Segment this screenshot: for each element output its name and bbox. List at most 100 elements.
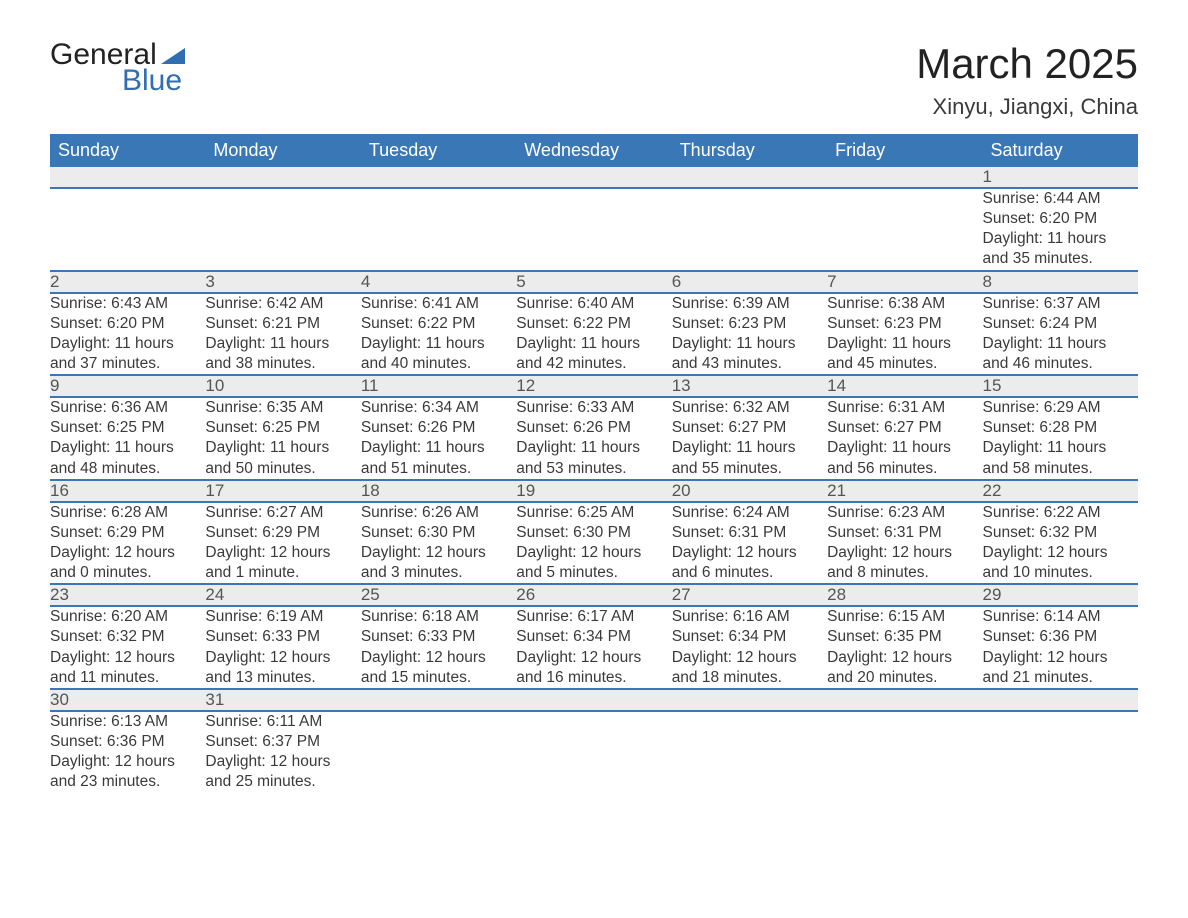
daylight-line1: Daylight: 11 hours [361, 334, 516, 354]
day-info-cell [361, 188, 516, 271]
col-monday: Monday [205, 134, 360, 167]
day-number: 17 [205, 480, 360, 502]
day-info-cell [827, 711, 982, 793]
daylight-line2: and 1 minute. [205, 563, 360, 583]
day-info-cell [827, 188, 982, 271]
sunrise-text: Sunrise: 6:42 AM [205, 294, 360, 314]
sunrise-text: Sunrise: 6:31 AM [827, 398, 982, 418]
day-info-row: Sunrise: 6:13 AMSunset: 6:36 PMDaylight:… [50, 711, 1138, 793]
day-info-cell [361, 711, 516, 793]
sunset-text: Sunset: 6:24 PM [983, 314, 1138, 334]
sunset-text: Sunset: 6:23 PM [672, 314, 827, 334]
sunrise-text: Sunrise: 6:28 AM [50, 503, 205, 523]
daylight-line2: and 37 minutes. [50, 354, 205, 374]
sunrise-text: Sunrise: 6:17 AM [516, 607, 671, 627]
day-info-row: Sunrise: 6:44 AMSunset: 6:20 PMDaylight:… [50, 188, 1138, 271]
day-info-cell: Sunrise: 6:23 AMSunset: 6:31 PMDaylight:… [827, 502, 982, 585]
sunset-text: Sunset: 6:33 PM [361, 627, 516, 647]
page-title: March 2025 [916, 40, 1138, 88]
sunset-text: Sunset: 6:25 PM [50, 418, 205, 438]
day-number: 30 [50, 689, 205, 711]
day-number: 19 [516, 480, 671, 502]
daylight-line1: Daylight: 11 hours [361, 438, 516, 458]
header: General Blue March 2025 Xinyu, Jiangxi, … [50, 40, 1138, 120]
day-number [827, 689, 982, 711]
day-number: 20 [672, 480, 827, 502]
col-tuesday: Tuesday [361, 134, 516, 167]
logo: General Blue [50, 40, 187, 96]
sunset-text: Sunset: 6:22 PM [361, 314, 516, 334]
day-number: 25 [361, 584, 516, 606]
daylight-line2: and 25 minutes. [205, 772, 360, 792]
weekday-header-row: Sunday Monday Tuesday Wednesday Thursday… [50, 134, 1138, 167]
sunrise-text: Sunrise: 6:33 AM [516, 398, 671, 418]
daylight-line1: Daylight: 12 hours [205, 543, 360, 563]
daylight-line1: Daylight: 12 hours [205, 752, 360, 772]
day-info-cell: Sunrise: 6:16 AMSunset: 6:34 PMDaylight:… [672, 606, 827, 689]
day-number: 28 [827, 584, 982, 606]
day-info-cell: Sunrise: 6:11 AMSunset: 6:37 PMDaylight:… [205, 711, 360, 793]
day-info-cell: Sunrise: 6:24 AMSunset: 6:31 PMDaylight:… [672, 502, 827, 585]
day-number: 4 [361, 271, 516, 293]
sunset-text: Sunset: 6:21 PM [205, 314, 360, 334]
daylight-line2: and 46 minutes. [983, 354, 1138, 374]
logo-text-blue: Blue [122, 66, 187, 96]
daylight-line2: and 3 minutes. [361, 563, 516, 583]
sunrise-text: Sunrise: 6:19 AM [205, 607, 360, 627]
daylight-line2: and 15 minutes. [361, 668, 516, 688]
day-info-cell: Sunrise: 6:36 AMSunset: 6:25 PMDaylight:… [50, 397, 205, 480]
day-info-cell: Sunrise: 6:29 AMSunset: 6:28 PMDaylight:… [983, 397, 1138, 480]
day-number: 26 [516, 584, 671, 606]
daylight-line1: Daylight: 12 hours [983, 648, 1138, 668]
day-info-cell: Sunrise: 6:28 AMSunset: 6:29 PMDaylight:… [50, 502, 205, 585]
day-info-cell: Sunrise: 6:43 AMSunset: 6:20 PMDaylight:… [50, 293, 205, 376]
col-sunday: Sunday [50, 134, 205, 167]
day-info-cell: Sunrise: 6:22 AMSunset: 6:32 PMDaylight:… [983, 502, 1138, 585]
daylight-line2: and 0 minutes. [50, 563, 205, 583]
day-number: 5 [516, 271, 671, 293]
day-info-cell: Sunrise: 6:31 AMSunset: 6:27 PMDaylight:… [827, 397, 982, 480]
day-number: 10 [205, 375, 360, 397]
daylight-line2: and 21 minutes. [983, 668, 1138, 688]
day-info-cell [516, 711, 671, 793]
day-number [672, 167, 827, 188]
sunrise-text: Sunrise: 6:11 AM [205, 712, 360, 732]
day-info-row: Sunrise: 6:28 AMSunset: 6:29 PMDaylight:… [50, 502, 1138, 585]
daylight-line2: and 11 minutes. [50, 668, 205, 688]
daylight-line1: Daylight: 11 hours [983, 334, 1138, 354]
day-number: 29 [983, 584, 1138, 606]
daylight-line2: and 23 minutes. [50, 772, 205, 792]
daynum-row: 3031 [50, 689, 1138, 711]
daylight-line1: Daylight: 11 hours [983, 438, 1138, 458]
sunset-text: Sunset: 6:27 PM [672, 418, 827, 438]
sunrise-text: Sunrise: 6:38 AM [827, 294, 982, 314]
day-info-cell: Sunrise: 6:13 AMSunset: 6:36 PMDaylight:… [50, 711, 205, 793]
sunrise-text: Sunrise: 6:37 AM [983, 294, 1138, 314]
daylight-line1: Daylight: 11 hours [827, 438, 982, 458]
day-number: 2 [50, 271, 205, 293]
daylight-line2: and 13 minutes. [205, 668, 360, 688]
daylight-line1: Daylight: 12 hours [50, 543, 205, 563]
day-number: 27 [672, 584, 827, 606]
day-number: 11 [361, 375, 516, 397]
sunset-text: Sunset: 6:30 PM [516, 523, 671, 543]
daylight-line2: and 55 minutes. [672, 459, 827, 479]
daylight-line1: Daylight: 11 hours [50, 438, 205, 458]
day-info-cell: Sunrise: 6:40 AMSunset: 6:22 PMDaylight:… [516, 293, 671, 376]
sunrise-text: Sunrise: 6:43 AM [50, 294, 205, 314]
day-info-cell: Sunrise: 6:19 AMSunset: 6:33 PMDaylight:… [205, 606, 360, 689]
sunrise-text: Sunrise: 6:34 AM [361, 398, 516, 418]
daylight-line2: and 50 minutes. [205, 459, 360, 479]
daynum-row: 9101112131415 [50, 375, 1138, 397]
daylight-line1: Daylight: 12 hours [50, 752, 205, 772]
daylight-line2: and 6 minutes. [672, 563, 827, 583]
sunset-text: Sunset: 6:34 PM [672, 627, 827, 647]
sunrise-text: Sunrise: 6:18 AM [361, 607, 516, 627]
sunset-text: Sunset: 6:25 PM [205, 418, 360, 438]
sunset-text: Sunset: 6:27 PM [827, 418, 982, 438]
day-info-cell: Sunrise: 6:33 AMSunset: 6:26 PMDaylight:… [516, 397, 671, 480]
sunset-text: Sunset: 6:32 PM [983, 523, 1138, 543]
sunset-text: Sunset: 6:36 PM [983, 627, 1138, 647]
daylight-line2: and 56 minutes. [827, 459, 982, 479]
sunrise-text: Sunrise: 6:26 AM [361, 503, 516, 523]
